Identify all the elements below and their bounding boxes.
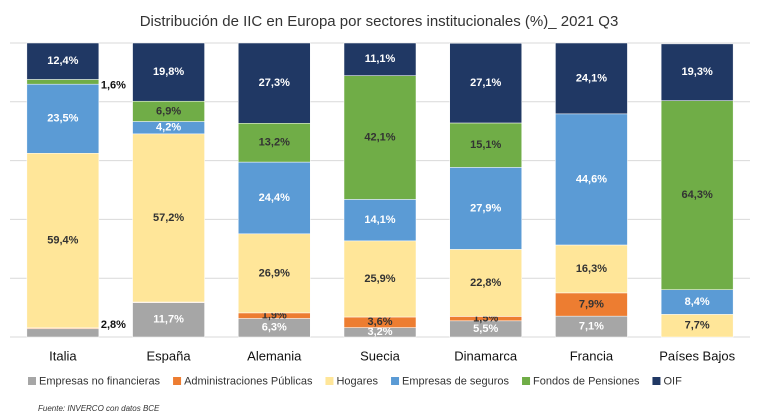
data-label: 59,4%	[47, 234, 78, 246]
bar-segment	[238, 233, 311, 314]
bar-segment	[343, 75, 417, 200]
bar-segment	[555, 42, 628, 115]
data-label: 6,9%	[156, 105, 181, 117]
data-label: 3,6%	[367, 316, 392, 328]
x-tick-label: Francia	[570, 348, 614, 363]
data-label: 13,2%	[259, 137, 290, 149]
bar-segment	[238, 161, 311, 235]
bar-segment	[238, 42, 311, 124]
bar-segment	[449, 167, 522, 250]
data-label: 24,4%	[259, 192, 290, 204]
data-label: 6,3%	[262, 322, 287, 334]
data-label: 2,8%	[101, 319, 126, 331]
bar-segment	[449, 249, 522, 317]
bar-segment	[343, 42, 417, 76]
data-label: 26,9%	[259, 267, 290, 279]
data-label: 11,7%	[153, 314, 184, 326]
legend-marker	[652, 377, 661, 385]
bar-segment	[26, 328, 100, 338]
data-label: 23,5%	[47, 113, 78, 125]
x-tick-label: Dinamarca	[454, 348, 518, 363]
bar-segment	[555, 244, 628, 294]
data-label: 11,1%	[365, 53, 396, 65]
data-label: 57,2%	[153, 212, 184, 224]
legend-label: OIF	[663, 375, 682, 387]
bar-segment	[660, 289, 734, 315]
data-label: 12,4%	[47, 55, 78, 67]
data-label: 5,5%	[473, 323, 498, 335]
bar-segment	[343, 199, 417, 242]
data-label: 7,9%	[579, 298, 604, 310]
legend-label: Administraciones Públicas	[184, 375, 313, 387]
x-tick-label: Países Bajos	[659, 348, 735, 363]
legend-marker	[391, 377, 400, 385]
data-label: 1,6%	[101, 80, 126, 92]
data-label: 19,3%	[682, 66, 713, 78]
bar-segment	[555, 113, 628, 246]
bar-segment	[26, 42, 100, 80]
bar-segment	[132, 42, 205, 102]
legend-label: Empresas de seguros	[402, 375, 509, 387]
data-label: 3,2%	[367, 326, 392, 338]
legend-marker	[522, 377, 531, 385]
data-label: 19,8%	[153, 66, 184, 78]
data-label: 8,4%	[685, 296, 710, 308]
data-label: 25,9%	[364, 273, 395, 285]
source-note: Fuente: INVERCO con datos BCE	[38, 404, 160, 413]
data-label: 27,3%	[259, 77, 290, 89]
data-label: 24,1%	[576, 72, 607, 84]
data-label: 14,1%	[364, 214, 395, 226]
legend-marker	[173, 377, 182, 385]
data-label: 16,3%	[576, 263, 607, 275]
bar-segment	[660, 43, 734, 101]
data-label: 42,1%	[364, 131, 395, 143]
bar-segment	[449, 43, 522, 124]
bar-segment	[26, 153, 100, 329]
x-tick-label: Italia	[49, 348, 77, 363]
chart-title: Distribución de IIC en Europa por sector…	[140, 13, 619, 30]
x-tick-label: España	[147, 348, 192, 363]
data-label: 22,8%	[470, 277, 501, 289]
legend-label: Fondos de Pensiones	[533, 375, 640, 387]
data-label: 27,9%	[470, 202, 501, 214]
bar-segment	[449, 122, 522, 168]
legend-marker	[325, 377, 334, 385]
legend-label: Hogares	[336, 375, 378, 387]
bar-segment	[343, 240, 417, 318]
legend-label: Empresas no financieras	[39, 375, 161, 387]
x-tick-label: Suecia	[360, 348, 401, 363]
bar-segment	[26, 79, 100, 85]
data-label: 64,3%	[682, 189, 713, 201]
bar-segment	[660, 100, 734, 290]
x-tick-label: Alemania	[247, 348, 302, 363]
data-label: 27,1%	[470, 77, 501, 89]
data-label: 7,1%	[579, 320, 604, 332]
data-label: 15,1%	[470, 139, 501, 151]
data-label: 4,2%	[156, 122, 181, 134]
legend-marker	[28, 377, 36, 385]
data-label: 44,6%	[576, 173, 607, 185]
data-label: 7,7%	[685, 320, 710, 332]
bar-segment	[26, 83, 100, 154]
